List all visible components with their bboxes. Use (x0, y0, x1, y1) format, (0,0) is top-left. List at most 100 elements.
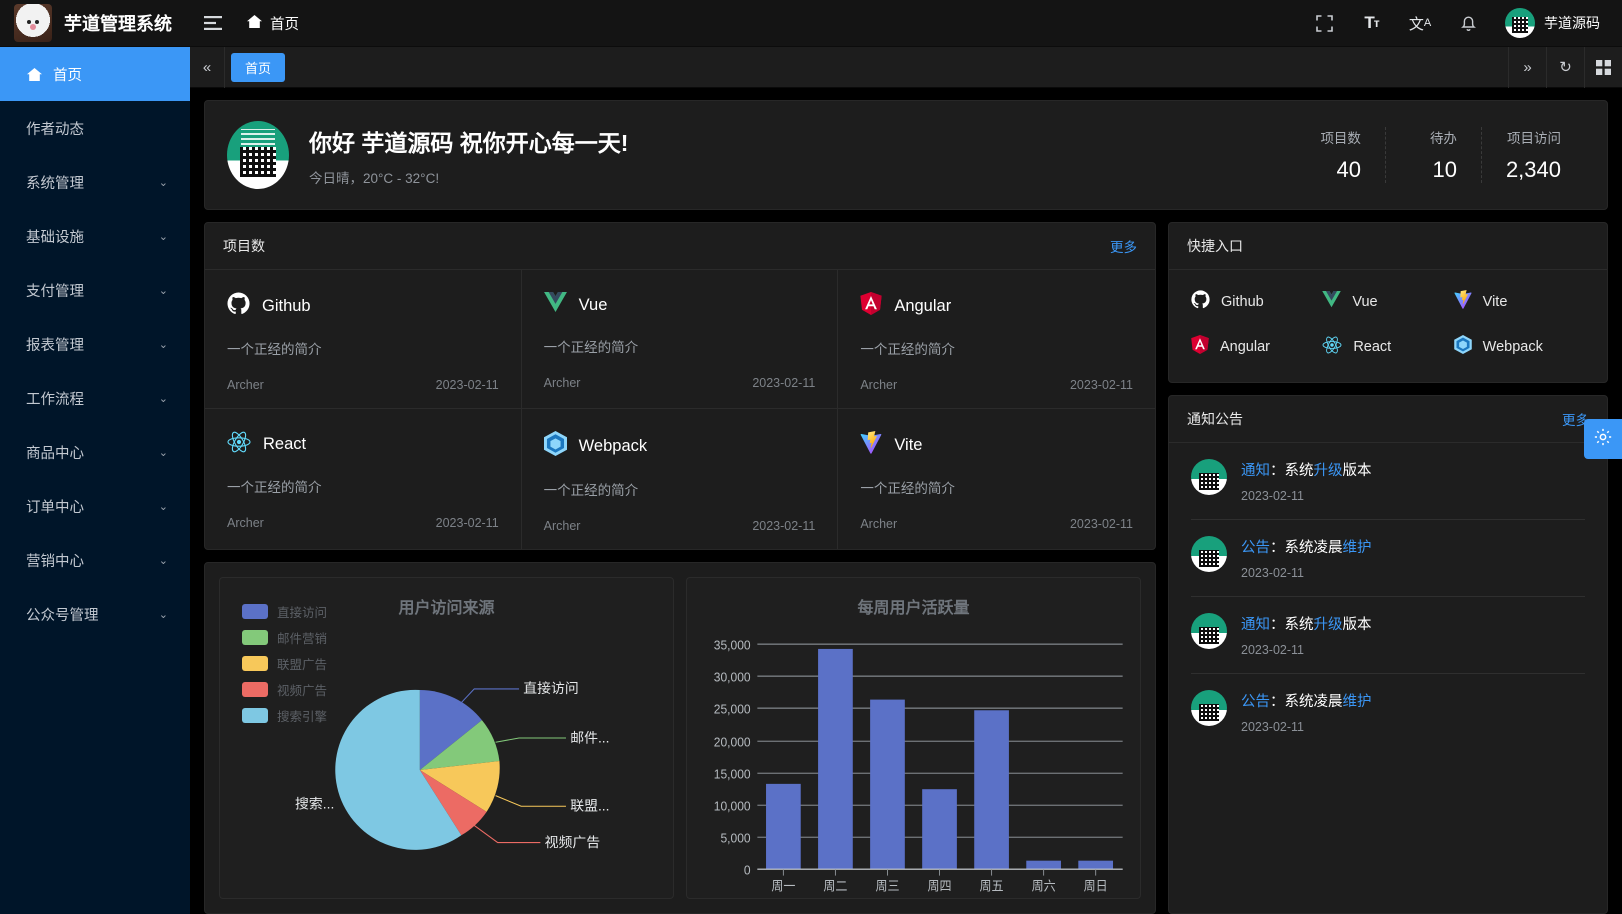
projects-more-link[interactable]: 更多 (1110, 240, 1137, 255)
legend-label: 直接访问 (277, 606, 328, 620)
legend-label: 邮件营销 (277, 632, 328, 646)
project-card-vite[interactable]: Vite 一个正经的简介 Archer 2023-02-11 (838, 409, 1155, 549)
notice-date: 2023-02-11 (1241, 489, 1305, 503)
sidebar-item-product-center[interactable]: 商品中心 ⌄ (0, 425, 190, 479)
hamburger-icon[interactable] (190, 0, 236, 47)
project-footer: Archer 2023-02-11 (860, 517, 1133, 531)
project-card-webpack[interactable]: Webpack 一个正经的简介 Archer 2023-02-11 (522, 409, 839, 549)
quick-item-angular[interactable]: Angular (1191, 335, 1322, 358)
rabbit-logo-icon (14, 4, 52, 42)
body: 首页 作者动态 系统管理 ⌄ 基础设施 ⌄ 支付管理 ⌄ 报表管理 ⌄ (0, 46, 1622, 914)
tab-home[interactable]: 首页 (231, 52, 286, 82)
hamburger-glyph (204, 16, 222, 30)
legend-label: 视频广告 (277, 684, 328, 698)
charts-card: 用户访问来源 直接访问 邮件营销 (204, 562, 1156, 914)
pie-slice-email (419, 720, 500, 770)
notice-item[interactable]: 公告：系统凌晨维护 2023-02-11 (1191, 674, 1585, 750)
scroll-left-icon[interactable]: « (202, 58, 212, 76)
legend-item-video[interactable]: 视频广告 (242, 680, 327, 699)
pie-callout-email: 邮件... (570, 729, 609, 745)
legend-item-search[interactable]: 搜索引擎 (242, 706, 327, 725)
notice-item[interactable]: 通知：系统升级版本 2023-02-11 (1191, 443, 1585, 520)
sidebar-item-infrastructure[interactable]: 基础设施 ⌄ (0, 209, 190, 263)
legend-item-direct[interactable]: 直接访问 (242, 602, 327, 621)
breadcrumb[interactable]: 首页 (236, 13, 309, 34)
notice-item[interactable]: 通知：系统升级版本 2023-02-11 (1191, 597, 1585, 674)
sidebar-item-author-news[interactable]: 作者动态 (0, 101, 190, 155)
sidebar-item-system-management[interactable]: 系统管理 ⌄ (0, 155, 190, 209)
legend-item-email[interactable]: 邮件营销 (242, 628, 327, 647)
x-tick-mon: 周一 (771, 879, 795, 894)
x-tick-sun: 周日 (1084, 879, 1108, 894)
quick-item-github[interactable]: Github (1191, 290, 1322, 313)
notice-title[interactable]: 通知：系统升级版本 (1241, 459, 1585, 480)
sidebar-item-marketing-center[interactable]: 营销中心 ⌄ (0, 533, 190, 587)
brand-logo[interactable]: 芋道管理系统 (0, 4, 190, 42)
user-menu[interactable]: 芋道源码 (1493, 8, 1606, 38)
stat-value: 40 (1336, 157, 1361, 182)
bell-icon[interactable] (1445, 0, 1491, 47)
notice-title[interactable]: 公告：系统凌晨维护 (1241, 690, 1585, 711)
scroll-right-icon[interactable]: » (1508, 46, 1546, 88)
vite-icon (1454, 289, 1472, 313)
sidebar-item-label: 系统管理 (26, 175, 84, 192)
sidebar-item-official-account[interactable]: 公众号管理 ⌄ (0, 587, 190, 641)
left-column: 项目数 更多 Github (204, 222, 1156, 914)
sidebar-item-payment-management[interactable]: 支付管理 ⌄ (0, 263, 190, 317)
x-tick-tue: 周二 (823, 879, 847, 894)
content-scroll[interactable]: 你好 芋道源码 祝你开心每一天! 今日晴，20°C - 32°C! 项目数 40… (190, 88, 1622, 914)
project-footer: Archer 2023-02-11 (544, 376, 816, 390)
pie-legend: 直接访问 邮件营销 联盟广告 (242, 602, 327, 725)
notice-date: 2023-02-11 (1241, 643, 1305, 657)
fullscreen-icon[interactable] (1301, 0, 1347, 47)
project-card-github[interactable]: Github 一个正经的简介 Archer 2023-02-11 (205, 270, 522, 409)
sidebar-item-workflow[interactable]: 工作流程 ⌄ (0, 371, 190, 425)
project-author: Archer (227, 378, 264, 392)
notices-more-link[interactable]: 更多 (1562, 413, 1589, 428)
project-author: Archer (543, 519, 581, 533)
angular-icon (860, 292, 882, 320)
settings-gear-button[interactable] (1584, 419, 1622, 459)
notices-list: 通知：系统升级版本 2023-02-11 公告：系统凌晨维护 2023-02-1… (1169, 443, 1607, 750)
sidebar-item-label: 支付管理 (26, 283, 84, 300)
pie-chart-visit-source[interactable]: 用户访问来源 直接访问 邮件营销 (219, 577, 674, 899)
stat-projects: 项目数 40 (1289, 127, 1385, 183)
bar-svg: 35,000 30,000 25,000 20,000 15,000 10,00… (714, 638, 1123, 894)
notice-item[interactable]: 公告：系统凌晨维护 2023-02-11 (1191, 520, 1585, 597)
quick-item-vite[interactable]: Vite (1454, 289, 1585, 313)
legend-item-affiliate[interactable]: 联盟广告 (242, 654, 327, 673)
sidebar-item-order-center[interactable]: 订单中心 ⌄ (0, 479, 190, 533)
sidebar-item-label: 订单中心 (26, 499, 84, 516)
project-card-angular[interactable]: Angular 一个正经的简介 Archer 2023-02-11 (838, 270, 1155, 409)
quick-item-vue[interactable]: Vue (1322, 290, 1453, 313)
chevron-down-icon: ⌄ (158, 500, 168, 513)
project-name: Webpack (578, 436, 648, 455)
quick-item-webpack[interactable]: Webpack (1453, 335, 1585, 358)
sidebar-item-home[interactable]: 首页 (0, 47, 190, 101)
webpack-icon (1453, 335, 1472, 358)
notice-date: 2023-02-11 (1241, 566, 1305, 580)
quick-item-react[interactable]: React (1322, 335, 1453, 358)
project-card-vue[interactable]: Vue 一个正经的简介 Archer 2023-02-11 (521, 270, 839, 409)
bar-chart-weekly-active[interactable]: 每周用户活跃量 (686, 577, 1141, 899)
project-name: Vite (894, 435, 923, 454)
y-tick-25000: 25,000 (714, 702, 751, 717)
notice-title[interactable]: 通知：系统升级版本 (1241, 613, 1585, 634)
projects-title: 项目数 (223, 238, 265, 254)
notice-title[interactable]: 公告：系统凌晨维护 (1241, 536, 1585, 557)
legend-swatch (242, 708, 268, 723)
pie-chart-title: 用户访问来源 (398, 600, 495, 617)
projects-card-header: 项目数 更多 (205, 223, 1155, 270)
sidebar-item-report-management[interactable]: 报表管理 ⌄ (0, 317, 190, 371)
grid-icon[interactable] (1584, 46, 1622, 88)
project-name: Angular (894, 296, 952, 315)
chevron-down-icon: ⌄ (158, 392, 168, 405)
project-card-react[interactable]: React 一个正经的简介 Archer 2023-02-11 (205, 409, 522, 549)
project-date: 2023-02-11 (752, 376, 816, 390)
refresh-icon[interactable]: ↻ (1546, 46, 1584, 88)
notice-avatar (1191, 536, 1227, 572)
